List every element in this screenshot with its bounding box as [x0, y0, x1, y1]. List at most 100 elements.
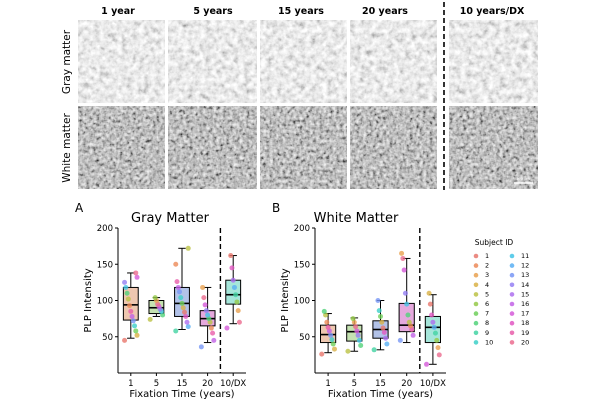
micrograph-white-20-years: [350, 106, 437, 189]
data-point-15: [378, 313, 383, 319]
x-tick-label: 1: [325, 379, 330, 389]
legend-swatch: [473, 301, 479, 307]
data-point-20: [202, 302, 208, 308]
data-point-5: [356, 337, 362, 343]
data-point-5: [345, 348, 351, 354]
data-point-20: [404, 301, 410, 307]
data-point-1: [127, 303, 133, 309]
data-point-1: [133, 270, 139, 276]
legend-swatch: [509, 311, 515, 316]
data-point-10-dx: [432, 330, 438, 336]
y-tick-label: 50: [102, 333, 113, 343]
y-tick-label: 150: [294, 260, 310, 270]
y-tick-label: 50: [299, 333, 310, 343]
legend-label: 18: [521, 319, 529, 327]
data-point-10-dx: [233, 292, 239, 298]
data-point-10-dx: [429, 312, 435, 318]
panel-title-white-matter: White Matter: [314, 211, 399, 226]
y-tick-label: 150: [97, 260, 113, 270]
data-point-10-dx: [234, 299, 240, 305]
legend-swatch: [509, 320, 515, 326]
data-point-5: [152, 295, 158, 301]
panel-letter-b: B: [272, 201, 280, 215]
legend-item-17: 17: [509, 310, 529, 318]
data-point-1: [134, 332, 140, 338]
data-point-15: [180, 305, 186, 311]
legend-label: 7: [485, 310, 489, 318]
data-point-5: [355, 332, 361, 338]
data-point-1: [132, 323, 138, 329]
data-point-1: [133, 328, 139, 334]
legend-title: Subject ID: [475, 238, 514, 247]
data-point-20: [211, 337, 217, 343]
legend-item-5: 5: [473, 290, 489, 298]
data-point-20: [198, 344, 204, 350]
legend-label: 16: [521, 300, 529, 308]
data-point-20: [401, 267, 407, 273]
x-tick-label: 5: [352, 379, 357, 389]
panel-title-gray-matter: Gray Matter: [131, 211, 210, 226]
y-axis-label: PLP Intensity: [280, 268, 291, 332]
legend-label: 2: [485, 262, 489, 270]
legend-swatch: [473, 272, 479, 278]
data-point-10-dx: [236, 319, 242, 325]
data-point-1: [325, 324, 331, 330]
data-point-15: [185, 324, 191, 330]
x-tick-label: 15: [177, 379, 188, 389]
x-tick-label: 10/DX: [420, 379, 446, 389]
legend-label: 15: [521, 290, 529, 298]
legend-swatch: [473, 330, 479, 336]
data-point-15: [375, 298, 381, 303]
data-point-5: [354, 328, 360, 334]
legend-swatch: [473, 253, 479, 259]
column-label-10-years-dx: 10 years/DX: [460, 6, 525, 17]
legend-item-6: 6: [473, 300, 489, 308]
data-point-15: [383, 335, 389, 341]
data-point-5: [147, 316, 153, 322]
x-tick-label: 10/DX: [220, 379, 246, 389]
data-point-1: [321, 308, 327, 314]
data-point-10-dx: [229, 265, 235, 271]
legend-label: 3: [485, 271, 489, 279]
data-point-15: [175, 284, 181, 290]
legend-item-20: 20: [509, 338, 529, 346]
data-point-20: [205, 312, 211, 318]
data-point-15: [184, 319, 190, 325]
legend-label: 10: [485, 338, 493, 346]
legend-item-7: 7: [473, 310, 489, 318]
data-point-10-dx: [426, 290, 432, 296]
x-axis-label: Fixation Time (years): [328, 389, 433, 400]
data-point-10-dx: [231, 284, 237, 290]
data-point-20: [405, 312, 411, 318]
row-label-gray-matter: Gray matter: [61, 29, 73, 94]
legend-swatch: [509, 272, 515, 278]
legend-item-8: 8: [473, 319, 489, 327]
x-tick-label: 20: [401, 379, 412, 389]
data-point-15: [174, 279, 180, 285]
data-point-15: [179, 300, 185, 306]
data-point-10-dx: [424, 361, 430, 367]
legend-label: 20: [521, 338, 529, 346]
data-point-10-dx: [230, 277, 236, 283]
legend-item-10: 10: [473, 338, 493, 346]
legend-label: 19: [521, 329, 529, 337]
data-point-10-dx: [436, 352, 442, 358]
data-point-10-dx: [435, 345, 441, 351]
data-point-10-dx: [431, 324, 437, 330]
legend-swatch: [509, 292, 515, 297]
data-point-5: [358, 342, 364, 348]
legend-item-9: 9: [473, 329, 489, 337]
y-axis-label: PLP Intensity: [83, 268, 94, 332]
data-point-1: [329, 337, 335, 343]
data-point-1: [319, 351, 325, 357]
data-point-20: [203, 308, 209, 314]
data-point-1: [130, 318, 136, 324]
data-point-1: [124, 290, 130, 296]
data-point-20: [397, 337, 403, 343]
legend-label: 8: [485, 319, 489, 327]
data-point-15: [178, 295, 184, 301]
legend-label: 9: [485, 329, 489, 337]
scale-bar-label: 100 µm: [516, 177, 530, 181]
column-label-20-years: 20 years: [362, 6, 408, 17]
